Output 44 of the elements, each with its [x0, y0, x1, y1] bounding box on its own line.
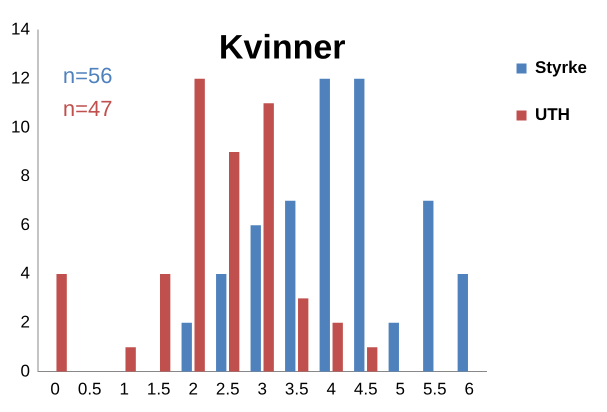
- x-tick-label: 4: [326, 379, 336, 398]
- y-tick-label: 0: [20, 361, 30, 380]
- bar: [320, 78, 330, 372]
- x-tick-label: 2.5: [216, 379, 240, 398]
- x-tick-label: 4.5: [354, 379, 378, 398]
- x-tick-label: 1.5: [146, 379, 171, 398]
- bar: [216, 274, 226, 372]
- y-tick-label: 2: [20, 312, 30, 332]
- y-tick-label: 6: [20, 214, 30, 234]
- bar: [388, 322, 399, 372]
- chart-title: Kvinner: [218, 28, 346, 66]
- bar: [423, 200, 434, 372]
- y-tick-label: 12: [10, 68, 30, 88]
- y-tick-label: 4: [20, 264, 30, 283]
- y-tick-label: 14: [10, 20, 30, 39]
- bar: [367, 347, 378, 372]
- bar: [332, 322, 343, 372]
- legend-label: Styrke: [535, 58, 588, 78]
- bar: [229, 152, 240, 372]
- bar: [250, 225, 261, 372]
- x-tick-label: 3.5: [284, 379, 309, 398]
- bar: [458, 274, 468, 372]
- x-tick-label: 1: [119, 379, 129, 398]
- x-tick-label: 5: [396, 379, 405, 398]
- bar: [298, 298, 308, 372]
- x-tick-label: 0.5: [78, 379, 102, 398]
- bar: [285, 200, 296, 372]
- x-tick-label: 2: [188, 379, 198, 398]
- bar: [354, 78, 364, 372]
- x-tick-label: 3: [257, 379, 267, 398]
- x-tick-label: 5.5: [422, 379, 447, 398]
- annotation: n=47: [62, 96, 112, 122]
- bar: [264, 103, 274, 372]
- y-tick-label: 10: [10, 117, 30, 136]
- bar: [194, 78, 205, 372]
- annotation: n=56: [62, 63, 112, 88]
- x-tick-label: 0: [50, 379, 60, 398]
- bar: [160, 274, 170, 372]
- x-tick-label: 6: [464, 379, 474, 398]
- bar: [125, 347, 136, 372]
- legend-label: UTH: [535, 105, 570, 124]
- bar: [182, 322, 192, 372]
- bar: [56, 274, 67, 372]
- y-tick-label: 8: [20, 166, 30, 186]
